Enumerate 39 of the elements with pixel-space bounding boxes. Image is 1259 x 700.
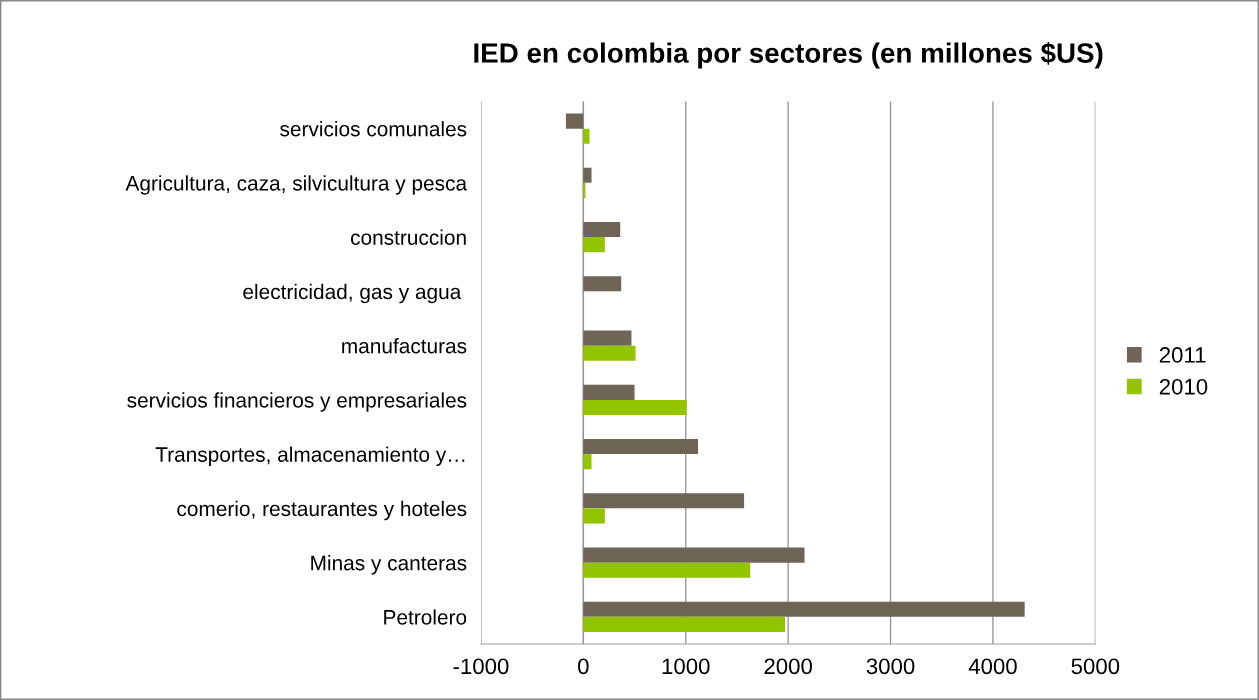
y-tick-label: construccion [350, 229, 466, 245]
y-tick-label: servicios comunales [280, 121, 467, 137]
x-tick-label: 5000 [1071, 658, 1120, 675]
chart-title: IED en colombia por sectores (en millones $US) [474, 41, 1103, 69]
y-tick-label: comerio, restaurantes y hoteles [177, 500, 467, 521]
bar [583, 547, 805, 563]
bar [565, 113, 584, 129]
bar [583, 601, 1025, 617]
bar [583, 562, 751, 578]
bar [583, 128, 590, 144]
bar [583, 508, 605, 524]
x-tick-label: 0 [578, 658, 589, 675]
bar [583, 237, 605, 253]
bar [583, 345, 636, 361]
y-tick-label: manufacturas [342, 338, 467, 354]
x-tick-label: 4000 [968, 658, 1017, 675]
bar [583, 493, 745, 509]
bar [583, 276, 622, 292]
bar [583, 221, 621, 238]
bar [583, 399, 687, 416]
y-tick-label: servicios financieros y empresariales [127, 392, 467, 412]
x-tick-label: 2000 [764, 658, 812, 675]
bar [583, 384, 635, 400]
x-tick-label: 3000 [866, 658, 915, 675]
y-tick-label: electricidad, gas y agua [243, 283, 462, 304]
legend-label: 2010 [1159, 378, 1208, 395]
y-tick-label: Agricultura, caza, silvicultura y pesca [125, 175, 468, 195]
bar [583, 616, 786, 633]
x-tick-label: -1000 [453, 658, 509, 675]
y-tick-label: Petrolero [384, 609, 467, 625]
x-tick-label: 1000 [662, 658, 710, 675]
bar [583, 182, 586, 199]
legend-label: 2011 [1159, 347, 1206, 363]
bar [583, 438, 699, 455]
bar [583, 167, 592, 183]
bar [583, 330, 632, 346]
bar [583, 454, 592, 470]
y-tick-label: Minas y canteras [311, 555, 467, 575]
y-tick-label: Transportes, almacenamiento y… [155, 446, 465, 466]
